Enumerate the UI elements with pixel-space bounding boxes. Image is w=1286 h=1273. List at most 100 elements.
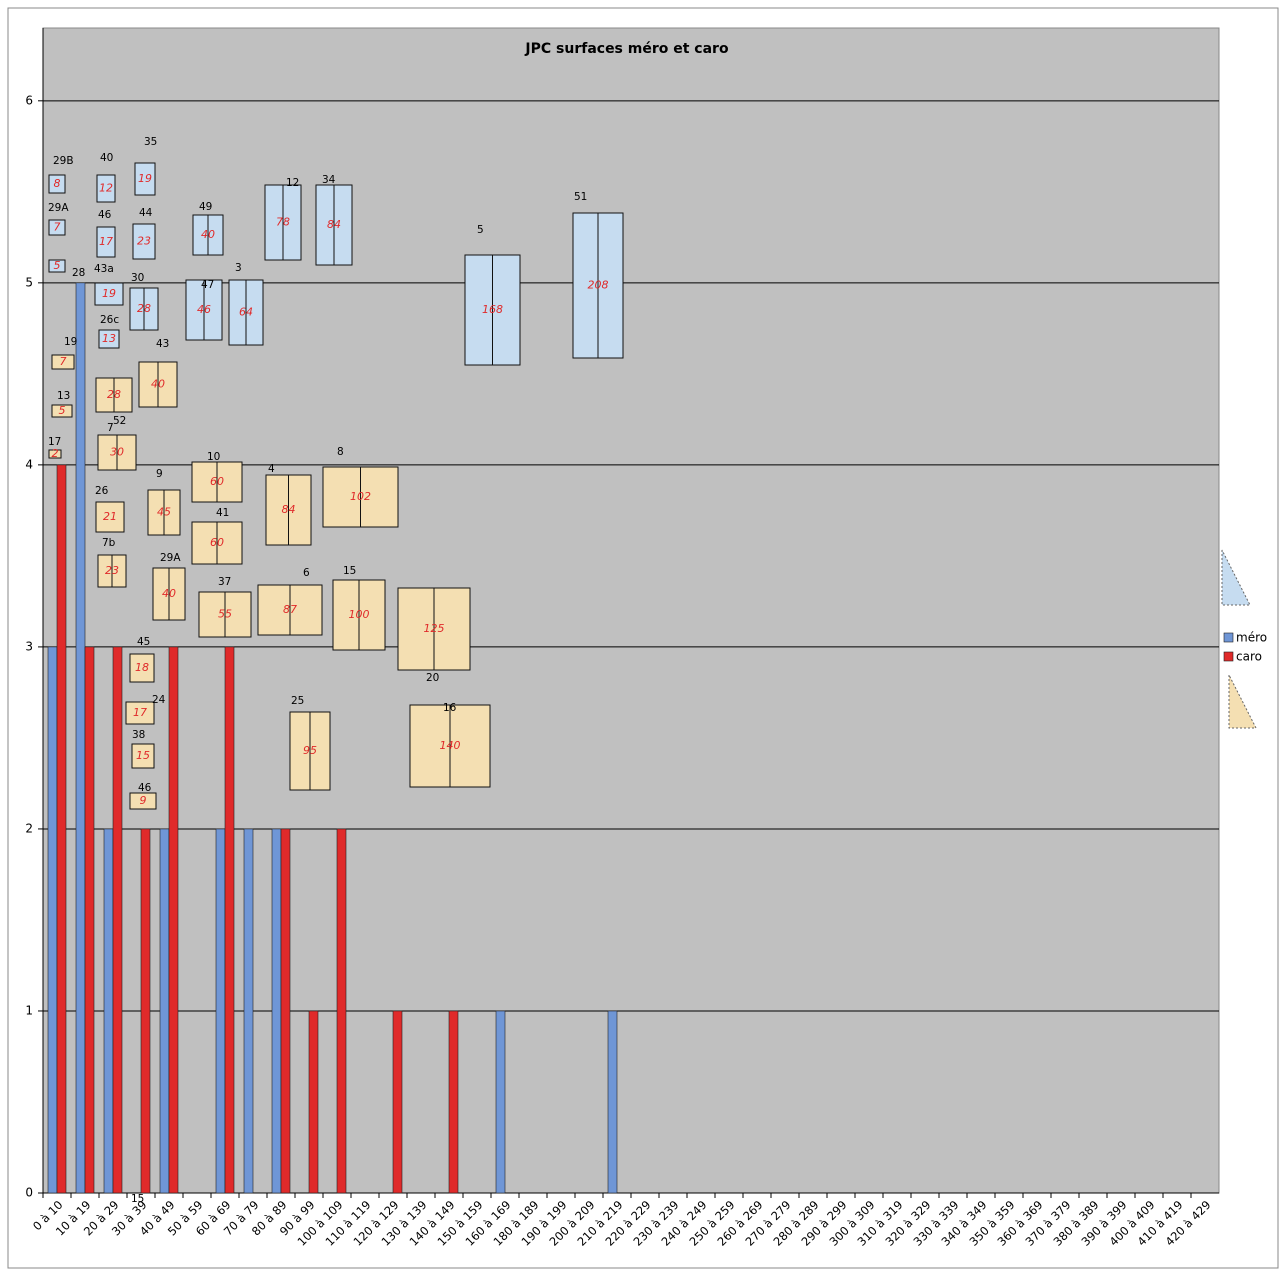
- plot-area-label: 5: [54, 259, 61, 272]
- bar: [336, 828, 347, 1194]
- plot-number: 46: [138, 782, 152, 794]
- plot-area-label: 9: [140, 794, 147, 807]
- plot-area-label: 5: [59, 404, 66, 417]
- y-tick-label: 5: [25, 275, 33, 289]
- plot-number: 15: [343, 565, 356, 577]
- bar: [47, 646, 58, 1194]
- plot-number: 49: [199, 201, 212, 213]
- plot-area-label: 78: [276, 216, 290, 229]
- plot-number: 51: [574, 191, 587, 203]
- plot-number: 38: [132, 729, 145, 741]
- plot-number: 52: [113, 415, 126, 427]
- plot-area-label: 2: [52, 447, 59, 460]
- plot-area-label: 95: [303, 744, 317, 757]
- plot-number: 7b: [102, 537, 116, 549]
- plot-number: 28: [72, 267, 85, 279]
- bar: [140, 828, 151, 1194]
- bar: [112, 646, 123, 1194]
- plot-area-label: 55: [218, 608, 232, 621]
- plot-shape: [96, 226, 116, 258]
- plot-number: 29A: [48, 202, 69, 214]
- y-tick-label: 0: [25, 1186, 33, 1200]
- y-tick-label: 3: [25, 639, 33, 653]
- bar: [607, 1010, 618, 1194]
- plot-area-label: 12: [99, 182, 113, 195]
- bar: [495, 1010, 506, 1194]
- plot-area-label: 87: [283, 603, 297, 616]
- plot-area-label: 45: [157, 506, 171, 519]
- bar: [75, 282, 86, 1194]
- plot-area-label: 23: [105, 564, 119, 577]
- plot-area-label: 28: [107, 388, 121, 401]
- bar: [84, 646, 95, 1194]
- bar: [103, 828, 114, 1194]
- plot-number: 6: [303, 567, 310, 579]
- bar: [280, 828, 291, 1194]
- bar: [271, 828, 282, 1194]
- plot-number: 37: [218, 576, 231, 588]
- bar: [392, 1010, 403, 1194]
- plot-area-label: 7: [54, 221, 61, 234]
- plot-number: 16: [443, 702, 457, 714]
- plot-area-label: 8: [54, 177, 61, 190]
- plot-number: 30: [131, 272, 144, 284]
- plot-area-label: 17: [99, 235, 113, 248]
- plot-shape: [51, 354, 75, 370]
- plot-shape: [94, 282, 124, 306]
- plot-number: 29B: [53, 155, 74, 167]
- plot-shape: [48, 219, 66, 236]
- plot-area-label: 28: [137, 302, 151, 315]
- plot-number: 24: [152, 694, 166, 706]
- plot-area-label: 17: [133, 706, 147, 719]
- plot-shape: [95, 501, 125, 533]
- bar: [448, 1010, 459, 1194]
- plot-area-label: 23: [137, 235, 151, 248]
- plot-number: 13: [57, 390, 70, 402]
- plot-area-label: 7: [60, 355, 67, 368]
- plot-shape: [96, 174, 116, 203]
- legend-swatch: [1223, 651, 1234, 662]
- plot-number: 12: [286, 177, 299, 189]
- plot-number: 19: [64, 336, 77, 348]
- legend-shape: [1221, 549, 1251, 606]
- plot-number: 43: [156, 338, 169, 350]
- plot-shape: [51, 404, 73, 418]
- plot-number: 5: [477, 224, 484, 236]
- plot-number: 25: [291, 695, 304, 707]
- plot-area-label: 21: [103, 510, 117, 523]
- y-tick-label: 2: [25, 821, 33, 835]
- plot-number: 10: [207, 451, 220, 463]
- plot-area-label: 84: [327, 218, 341, 231]
- legend-swatch: [1223, 632, 1234, 643]
- bar: [308, 1010, 319, 1194]
- plot-area-label: 30: [110, 446, 124, 459]
- plot-number: 45: [137, 636, 150, 648]
- plot-area-label: 208: [588, 279, 609, 292]
- bar: [215, 828, 226, 1194]
- plot-number: 9: [156, 468, 163, 480]
- plot-number: 40: [100, 152, 113, 164]
- plot-area-label: 13: [102, 332, 116, 345]
- plot-area-label: 60: [210, 475, 224, 488]
- plot-area-label: 18: [135, 661, 149, 674]
- plot-shape: [48, 174, 66, 194]
- plot-number: 26: [95, 485, 109, 497]
- plot-number: 47: [201, 279, 214, 291]
- plot-shape: [129, 792, 157, 810]
- plot-area-label: 140: [440, 739, 461, 752]
- plot-number: 43a: [94, 263, 114, 275]
- plot-number: 7: [107, 422, 114, 434]
- y-tick-label: 6: [25, 93, 33, 107]
- plot-number: 46: [98, 209, 112, 221]
- plot-number: 15: [131, 1193, 144, 1205]
- y-tick-label: 1: [25, 1003, 33, 1017]
- plot-area-label: 19: [138, 172, 152, 185]
- bar: [159, 828, 170, 1194]
- y-tick-label: 4: [25, 457, 33, 471]
- plot-number: 44: [139, 207, 153, 219]
- bar: [224, 646, 235, 1194]
- plot-area-label: 64: [239, 306, 253, 319]
- plot-number: 34: [322, 174, 336, 186]
- plot-shape: [134, 162, 156, 196]
